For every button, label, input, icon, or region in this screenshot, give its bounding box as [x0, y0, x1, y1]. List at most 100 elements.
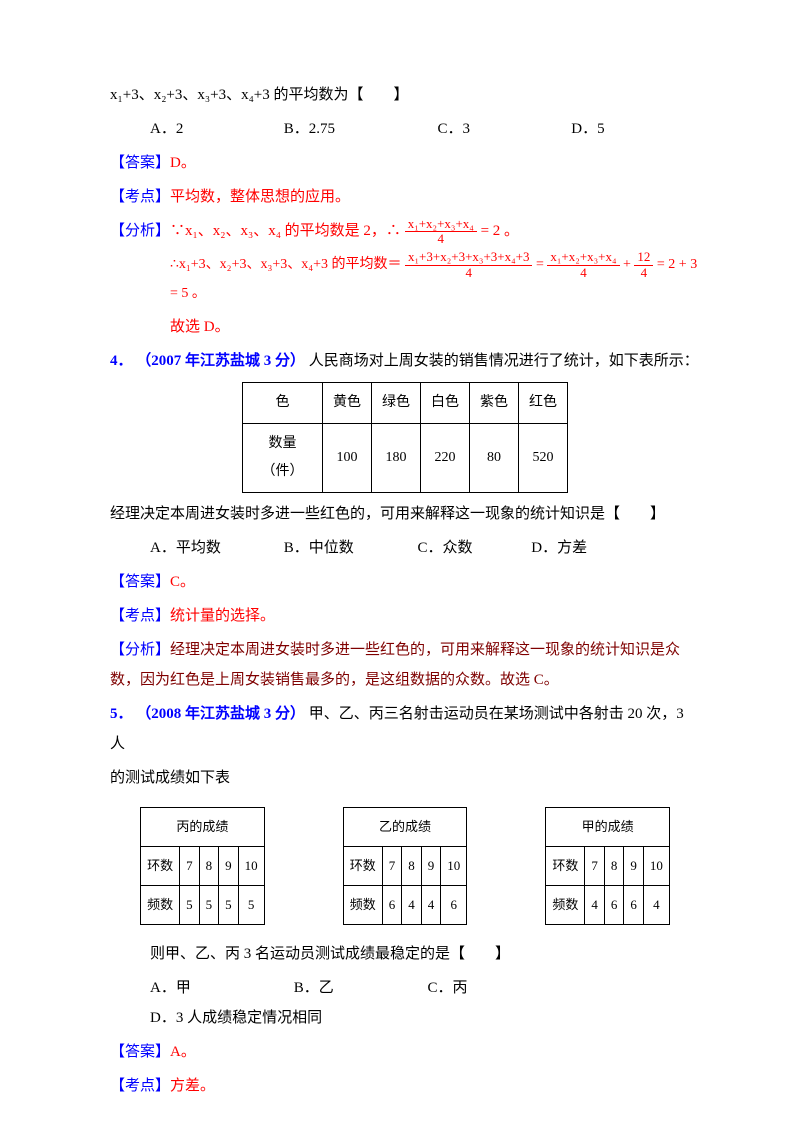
q3-anal1-a: ∵x₁、x₂、x₃、x₄ 的平均数是 2，∴ [170, 223, 401, 239]
q3-topic-value: 平均数，整体思想的应用。 [170, 189, 350, 205]
frac-num: x₁+x₂+x₃+x₄ [547, 250, 619, 265]
td: 520 [519, 423, 568, 492]
q3-stem-text: x₁+3、x₂+3、x₃+3、x₄+3 的平均数为【 [110, 87, 364, 103]
answer-label: 【答案】 [110, 574, 170, 590]
q5-stem2: 则甲、乙、丙 3 名运动员测试成绩最稳定的是【 】 [110, 939, 700, 969]
q3-anal3: 故选 D。 [170, 319, 230, 335]
q5-source: （2008 年江苏盐城 3 分） [136, 706, 305, 722]
fraction: x₁+x₂+x₃+x₄4 [405, 217, 477, 247]
td: 8 [402, 846, 422, 885]
q4-answer-value: C。 [170, 574, 195, 590]
td: 9 [624, 846, 644, 885]
td: 220 [421, 423, 470, 492]
q5-answer: 【答案】A。 [110, 1037, 700, 1067]
th: 绿色 [372, 382, 421, 423]
frac-num: 12 [634, 250, 653, 265]
td: 5 [199, 885, 219, 924]
q4-choice-d: D．方差 [531, 533, 587, 563]
table-row: 数量（件） 100 180 220 80 520 [243, 423, 568, 492]
q3-topic: 【考点】平均数，整体思想的应用。 [110, 182, 700, 212]
frac-num: x₁+x₂+x₃+x₄ [405, 217, 477, 232]
q5-choices: A．甲 B．乙 C．丙 D．3 人成绩稳定情况相同 [110, 973, 700, 1033]
ring-label: 环数 [546, 846, 585, 885]
q4-choice-b: B．中位数 [284, 533, 414, 563]
td: 5 [219, 885, 239, 924]
th: 黄色 [323, 382, 372, 423]
td: 7 [382, 846, 402, 885]
td: 180 [372, 423, 421, 492]
plus: + [623, 257, 634, 272]
td: 6 [624, 885, 644, 924]
frac-num: x₁+3+x₂+3+x₃+3+x₄+3 [405, 250, 532, 265]
freq-label: 频数 [546, 885, 585, 924]
td: 4 [585, 885, 605, 924]
q5-stem2-end: 】 [495, 946, 510, 962]
td: 80 [470, 423, 519, 492]
q5-stem2-text: 则甲、乙、丙 3 名运动员测试成绩最稳定的是【 [150, 946, 465, 962]
q4-choice-a: A．平均数 [150, 533, 280, 563]
th: 红色 [519, 382, 568, 423]
ring-label: 环数 [343, 846, 382, 885]
q3-choice-d: D．5 [571, 114, 604, 144]
td: 9 [421, 846, 441, 885]
q4-choice-c: C．众数 [418, 533, 528, 563]
q5-table-group: 丙的成绩 环数 7 8 9 10 频数 5 5 5 5 乙的成绩 环数 7 8 … [110, 801, 700, 931]
td: 6 [604, 885, 624, 924]
q4-choices: A．平均数 B．中位数 C．众数 D．方差 [110, 533, 700, 563]
q3-analysis-3: 故选 D。 [110, 312, 700, 342]
frac-den: 4 [547, 266, 619, 280]
td: 4 [643, 885, 669, 924]
q5-table-yi: 乙的成绩 环数 7 8 9 10 频数 6 4 4 6 [343, 807, 468, 925]
topic-label: 【考点】 [110, 189, 170, 205]
td: 10 [441, 846, 467, 885]
subtable-title: 乙的成绩 [343, 807, 467, 846]
topic-label: 【考点】 [110, 608, 170, 624]
q4-analysis: 【分析】经理决定本周进女装时多进一些红色的，可用来解释这一现象的统计知识是众数，… [110, 635, 700, 695]
td: 7 [180, 846, 200, 885]
q5-choice-a: A．甲 [150, 973, 290, 1003]
table-header-row: 色 黄色 绿色 白色 紫色 红色 [243, 382, 568, 423]
td: 5 [238, 885, 264, 924]
td: 7 [585, 846, 605, 885]
q4-stem-text: 人民商场对上周女装的销售情况进行了统计，如下表所示： [309, 353, 699, 369]
th: 色 [243, 382, 323, 423]
q4-number: 4． [110, 353, 133, 369]
q4-stem2: 经理决定本周进女装时多进一些红色的，可用来解释这一现象的统计知识是【】 [110, 499, 700, 529]
q4-answer: 【答案】C。 [110, 567, 700, 597]
q4-source: （2007 年江苏盐城 3 分） [136, 353, 305, 369]
topic-label: 【考点】 [110, 1078, 170, 1094]
td: 4 [421, 885, 441, 924]
q5-answer-value: A。 [170, 1044, 196, 1060]
row-label: 数量（件） [243, 423, 323, 492]
q3-answer: 【答案】D。 [110, 148, 700, 178]
td: 6 [441, 885, 467, 924]
fraction: 124 [634, 250, 653, 280]
analysis-label: 【分析】 [110, 642, 170, 658]
q5-stem1b: 的测试成绩如下表 [110, 763, 700, 793]
q3-anal2-a: ∴x₁+3、x₂+3、x₃+3、x₄+3 的平均数＝ [170, 257, 402, 272]
q3-choice-c: C．3 [438, 114, 568, 144]
answer-label: 【答案】 [110, 1044, 170, 1060]
q4-stem: 4． （2007 年江苏盐城 3 分） 人民商场对上周女装的销售情况进行了统计，… [110, 346, 700, 376]
q3-stem-end: 】 [394, 87, 409, 103]
frac-den: 4 [405, 266, 532, 280]
q5-choice-c: C．丙 [428, 973, 558, 1003]
frac-den: 4 [405, 232, 477, 246]
td: 9 [219, 846, 239, 885]
freq-label: 频数 [141, 885, 180, 924]
q5-stem1b-text: 的测试成绩如下表 [110, 770, 230, 786]
q3-choices: A．2 B．2.75 C．3 D．5 [110, 114, 700, 144]
q3-analysis-2: ∴x₁+3、x₂+3、x₃+3、x₄+3 的平均数＝ x₁+3+x₂+3+x₃+… [110, 250, 700, 308]
td: 10 [238, 846, 264, 885]
q5-choice-b: B．乙 [294, 973, 424, 1003]
td: 8 [604, 846, 624, 885]
q3-analysis-1: 【分析】∵x₁、x₂、x₃、x₄ 的平均数是 2，∴ x₁+x₂+x₃+x₄4 … [110, 216, 700, 246]
q5-number: 5． [110, 706, 133, 722]
analysis-label: 【分析】 [110, 223, 170, 239]
q3-anal1-b: = 2 。 [481, 223, 519, 239]
q4-analysis-text: 经理决定本周进女装时多进一些红色的，可用来解释这一现象的统计知识是众数，因为红色… [110, 642, 680, 688]
ring-label: 环数 [141, 846, 180, 885]
q4-table: 色 黄色 绿色 白色 紫色 红色 数量（件） 100 180 220 80 52… [242, 382, 568, 493]
th: 紫色 [470, 382, 519, 423]
td: 10 [643, 846, 669, 885]
